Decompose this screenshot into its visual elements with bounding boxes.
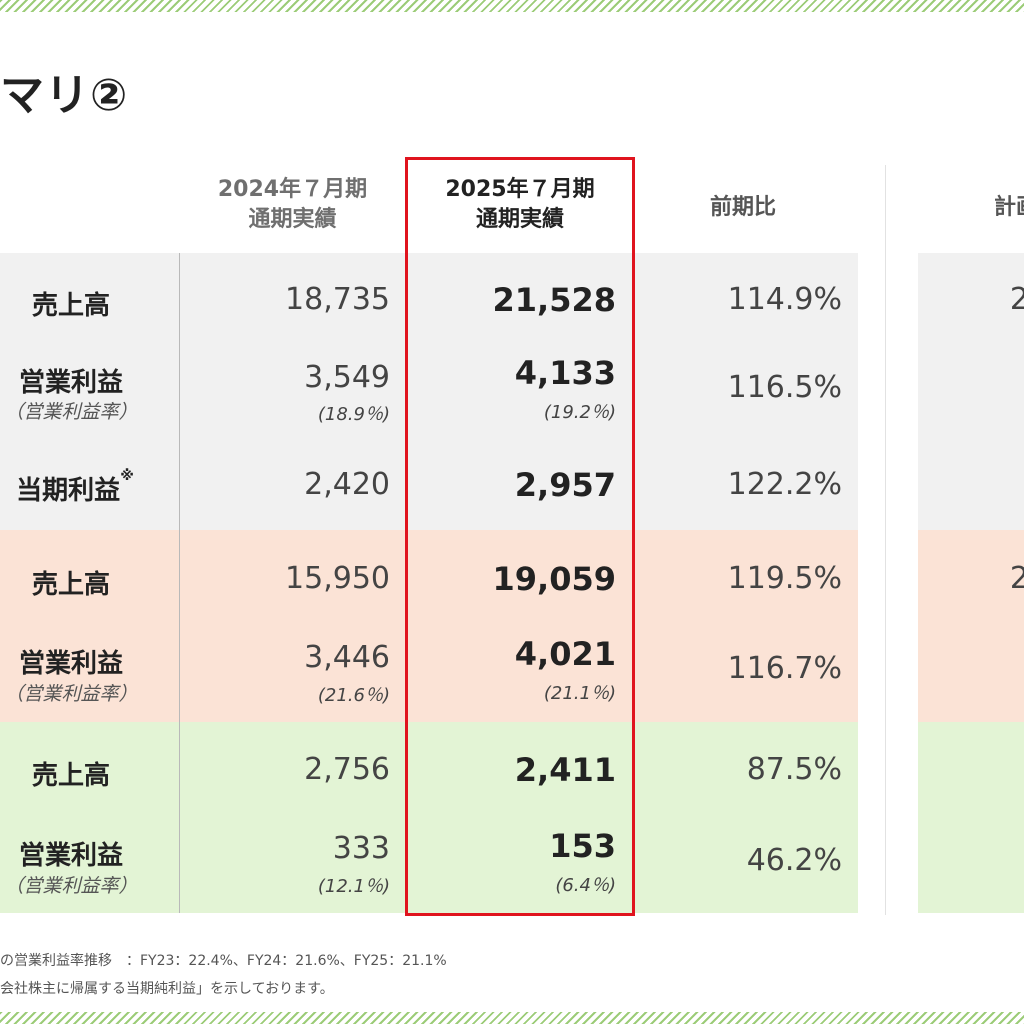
page-title: マリ② [0, 70, 129, 121]
bottom-decorative-stripe [0, 1012, 1024, 1024]
plan-value: 23 [1009, 282, 1024, 317]
footnote-mark: ※ [120, 468, 134, 484]
current-value: 2,411 [514, 751, 616, 789]
prev-value: 15,950 [285, 561, 390, 596]
footnote: 会社株主に帰属する当期純利益」を示しております。 [0, 981, 334, 997]
row-sublabel: （営業利益率） [4, 683, 138, 705]
plan-value: 4 [918, 360, 1024, 395]
header-prev-year-line2: 通期実績 [248, 207, 337, 232]
prev-value: 18,735 [285, 282, 390, 317]
current-year-highlight-frame [405, 157, 635, 916]
plan-segment-a-band [918, 530, 1024, 722]
row-label: 売上高 [31, 761, 110, 791]
header-current-year-line2: 通期実績 [475, 207, 564, 232]
prev-value: 3,549 [304, 360, 390, 395]
current-margin: (6.4％) [555, 875, 616, 896]
yoy-ratio: 116.7% [727, 651, 842, 686]
plan-value: 2 [918, 752, 1024, 787]
yoy-ratio: 114.9% [727, 282, 842, 317]
prev-value: 3,446 [304, 640, 390, 675]
row-sublabel: （営業利益率） [4, 401, 138, 423]
header-prev-year-line1: 2024年７月期 [217, 177, 368, 202]
top-decorative-stripe [0, 0, 1024, 12]
row-label-text: 当期利益 [16, 476, 121, 506]
segment-b-band [0, 722, 858, 913]
header-current-year: 2025年７月期 通期実績 [408, 175, 632, 235]
footnote: の営業利益率推移 ：FY23：22.4%、FY24：21.6%、FY25：21.… [0, 953, 447, 969]
plan-segment-b-band [918, 722, 1024, 913]
current-value: 21,528 [492, 281, 616, 319]
current-value: 2,957 [514, 466, 616, 504]
current-value: 19,059 [492, 560, 616, 598]
yoy-ratio: 87.5% [746, 752, 842, 787]
prev-margin: (12.1％) [317, 876, 390, 897]
prev-value: 2,420 [304, 467, 390, 502]
prev-value: 333 [332, 831, 390, 866]
segment-a-band [0, 530, 858, 722]
header-current-year-line1: 2025年７月期 [445, 177, 595, 202]
row-label: 売上高 [31, 291, 110, 321]
plan-consolidated-band [918, 253, 1024, 530]
label-divider [179, 253, 180, 913]
row-label: 営業利益 [18, 649, 123, 679]
prev-margin: (18.9％) [317, 404, 390, 425]
yoy-ratio: 46.2% [746, 843, 842, 878]
prev-margin: (21.6％) [317, 685, 390, 706]
prev-value: 2,756 [304, 752, 390, 787]
current-value: 4,021 [514, 635, 616, 673]
header-plan: 計画 [994, 195, 1024, 220]
yoy-ratio: 116.5% [727, 370, 842, 405]
yoy-ratio: 119.5% [727, 561, 842, 596]
current-value: 4,133 [514, 354, 616, 392]
plan-separator [885, 165, 886, 915]
row-sublabel: （営業利益率） [4, 875, 138, 897]
plan-value: 2 [918, 467, 1024, 502]
current-margin: (21.1％) [543, 683, 616, 704]
plan-margin: ( [918, 874, 1024, 895]
current-margin: (19.2％) [543, 402, 616, 423]
consolidated-band [0, 253, 858, 530]
header-yoy-ratio: 前期比 [709, 195, 776, 220]
yoy-ratio: 122.2% [727, 467, 842, 502]
plan-value: 4 [918, 640, 1024, 675]
row-label: 営業利益 [18, 841, 123, 871]
row-label: 売上高 [31, 570, 110, 600]
plan-margin: ( [918, 402, 1024, 423]
row-label: 当期利益※ [0, 468, 150, 507]
header-prev-year: 2024年７月期 通期実績 [180, 175, 405, 235]
current-value: 153 [549, 827, 616, 865]
row-label: 営業利益 [18, 368, 123, 398]
plan-value: 20 [1009, 561, 1024, 596]
plan-margin: ( [918, 683, 1024, 704]
